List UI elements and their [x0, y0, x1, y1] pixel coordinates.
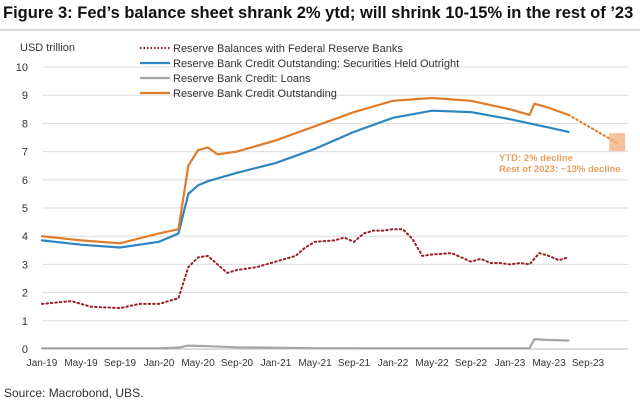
title-divider [0, 29, 640, 31]
y-tick-label: 6 [22, 175, 28, 187]
x-tick-label: May-20 [181, 358, 215, 369]
annotation: YTD: 2% decline [499, 153, 573, 164]
y-tick-label: 1 [22, 316, 28, 328]
legend-label: Reserve Bank Credit Outstanding [173, 88, 337, 100]
x-tick-label: May-22 [415, 358, 449, 369]
x-tick-label: Sep-22 [455, 358, 488, 369]
legend-label: Reserve Bank Credit: Loans [173, 73, 311, 85]
y-tick-label: 0 [22, 344, 28, 356]
y-axis-label: USD trillion [20, 42, 75, 54]
y-tick-label: 4 [22, 231, 28, 243]
legend-label: Reserve Bank Credit Outstanding: Securit… [173, 58, 459, 70]
y-tick-label: 7 [22, 147, 28, 159]
y-tick-label: 3 [22, 259, 28, 271]
chart-title: Figure 3: Fed’s balance sheet shrank 2% … [3, 4, 634, 22]
projection-box [609, 133, 626, 152]
x-tick-label: Jan-22 [378, 358, 409, 369]
x-tick-label: Sep-21 [338, 358, 371, 369]
y-tick-label: 9 [22, 90, 28, 102]
x-tick-label: Sep-20 [221, 358, 254, 369]
x-tick-label: Jan-21 [261, 358, 292, 369]
series-line [41, 228, 570, 310]
source-note: Source: Macrobond, UBS. [4, 386, 144, 400]
y-tick-label: 10 [16, 62, 28, 74]
line-chart: 0 1 2 3 4 5 6 7 8 9 10 USD trillion Jan-19 May-19 Sep-… [16, 42, 628, 369]
x-tick-label: Jan-23 [495, 358, 526, 369]
x-tick-label: Sep-23 [572, 358, 605, 369]
x-tick-label: Jan-20 [144, 358, 175, 369]
x-tick-label: May-21 [298, 358, 332, 369]
legend-label: Reserve Balances with Federal Reserve Ba… [173, 43, 403, 55]
y-tick-label: 8 [22, 118, 28, 130]
x-tick-label: Sep-19 [104, 358, 137, 369]
series-line [567, 113, 619, 145]
series-line [40, 96, 570, 245]
y-tick-label: 5 [22, 203, 28, 215]
annotation: Rest of 2023: ~13% decline [499, 164, 621, 175]
x-tick-label: May-23 [532, 358, 566, 369]
series-line [40, 337, 570, 350]
series-line [40, 109, 570, 249]
x-tick-label: May-19 [64, 358, 98, 369]
y-tick-label: 2 [22, 288, 28, 300]
x-tick-label: Jan-19 [27, 358, 58, 369]
